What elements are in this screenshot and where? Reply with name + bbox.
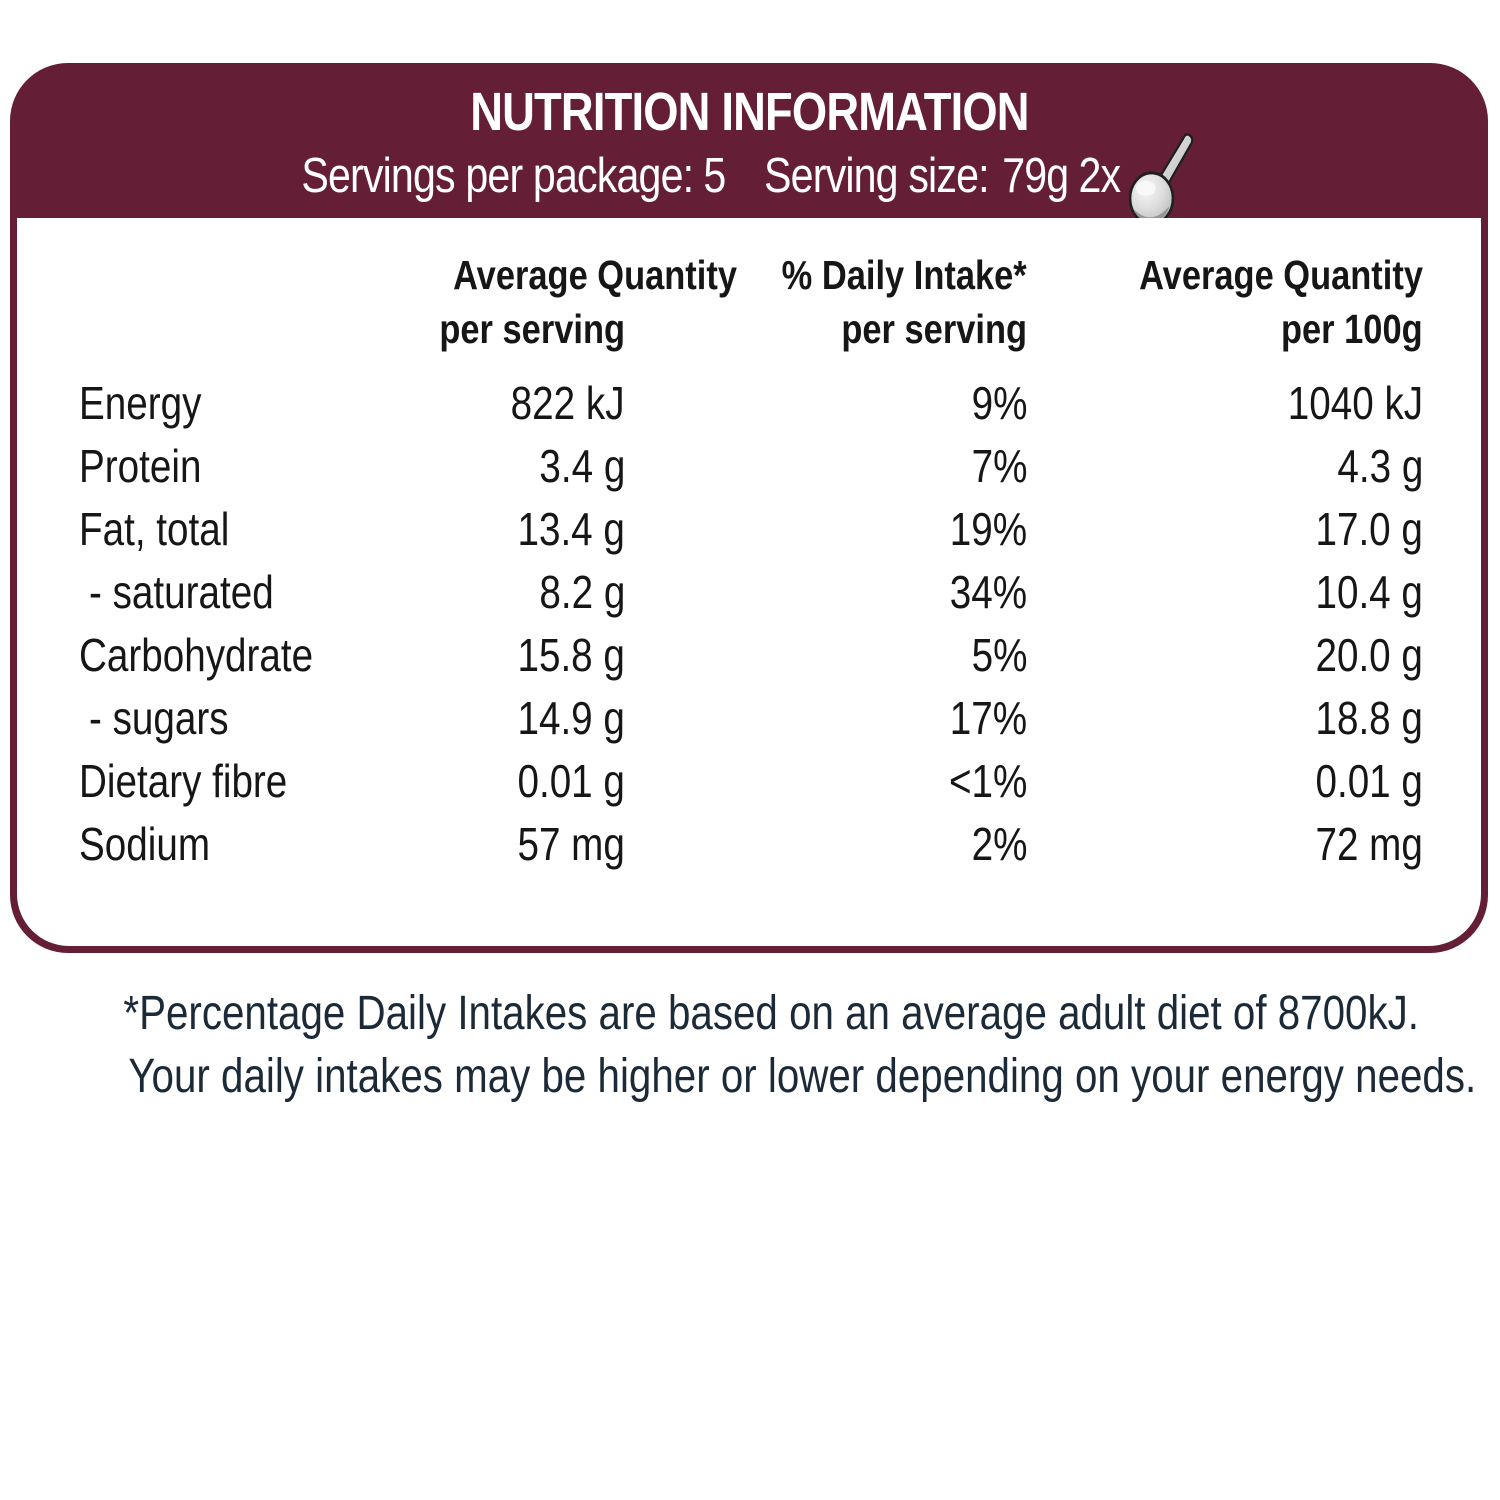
serving-size-value: 79g — [1001, 149, 1069, 203]
value-per-serving: 57 mg — [517, 818, 625, 870]
daily-intake-footnote: *Percentage Daily Intakes are based on a… — [0, 982, 1500, 1108]
nutrient-label: Protein — [79, 440, 202, 492]
value-per-serving: 15.8 g — [517, 629, 625, 681]
value-daily-intake: 5% — [971, 629, 1027, 681]
value-daily-intake: 17% — [949, 692, 1027, 744]
value-daily-intake: 9% — [971, 377, 1027, 429]
value-daily-intake: 7% — [971, 440, 1027, 492]
value-daily-intake: <1% — [948, 755, 1027, 807]
value-daily-intake: 34% — [949, 566, 1027, 618]
panel-title: NUTRITION INFORMATION — [10, 81, 1488, 143]
footnote-line-2: Your daily intakes may be higher or lowe… — [128, 1050, 1477, 1103]
column-header-line: per serving — [439, 306, 625, 352]
nutrient-label: Fat, total — [79, 503, 230, 555]
nutrition-table: Average Quantity per serving % Daily Int… — [79, 248, 1423, 876]
value-per-100g: 10.4 g — [1315, 566, 1423, 618]
footnote-line-1: *Percentage Daily Intakes are based on a… — [123, 987, 1419, 1040]
value-per-serving: 8.2 g — [539, 566, 625, 618]
column-header-line: per 100g — [1281, 306, 1423, 352]
value-daily-intake: 2% — [971, 818, 1027, 870]
value-per-serving: 0.01 g — [517, 755, 625, 807]
corner-cell — [79, 248, 399, 372]
value-per-100g: 1040 kJ — [1287, 377, 1423, 429]
column-header-line: per serving — [841, 306, 1027, 352]
value-daily-intake: 19% — [949, 503, 1027, 555]
value-per-100g: 4.3 g — [1337, 440, 1423, 492]
panel-body: Average Quantity per serving % Daily Int… — [17, 218, 1481, 946]
panel-subtitle: Servings per package: 5 Serving size: 79… — [10, 133, 1488, 226]
column-header-per-100g: Average Quantity per 100g — [1027, 248, 1423, 372]
column-header-line: Average Quantity — [453, 252, 737, 298]
nutrient-label: Dietary fibre — [79, 755, 288, 807]
value-per-serving: 14.9 g — [517, 692, 625, 744]
value-per-100g: 17.0 g — [1315, 503, 1423, 555]
panel-title-text: NUTRITION INFORMATION — [469, 82, 1029, 142]
column-header-line: Average Quantity — [1139, 252, 1423, 298]
column-header-line: % Daily Intake* — [781, 252, 1027, 298]
nutrient-label: Carbohydrate — [79, 629, 314, 681]
value-per-100g: 20.0 g — [1315, 629, 1423, 681]
nutrient-label: - saturated — [89, 566, 274, 618]
serving-size-label: Serving size: — [763, 149, 990, 203]
value-per-serving: 822 kJ — [511, 377, 625, 429]
column-header-per-serving: Average Quantity per serving — [399, 248, 737, 372]
value-per-100g: 0.01 g — [1315, 755, 1423, 807]
value-per-100g: 18.8 g — [1315, 692, 1423, 744]
value-per-100g: 72 mg — [1315, 818, 1423, 870]
servings-per-package-value: 5 — [702, 149, 726, 203]
column-header-daily-intake: % Daily Intake* per serving — [625, 248, 1027, 372]
spoon-icon — [1128, 133, 1193, 226]
servings-per-package-label: Servings per package: — [300, 149, 694, 203]
nutrient-label: - sugars — [89, 692, 229, 744]
nutrition-panel: NUTRITION INFORMATION Servings per packa… — [10, 63, 1488, 953]
value-per-serving: 13.4 g — [517, 503, 625, 555]
value-per-serving: 3.4 g — [539, 440, 625, 492]
nutrient-label: Sodium — [79, 818, 211, 870]
panel-header: NUTRITION INFORMATION Servings per packa… — [10, 63, 1488, 226]
nutrient-label: Energy — [79, 377, 202, 429]
serving-size-multiplier: 2x — [1078, 149, 1121, 203]
